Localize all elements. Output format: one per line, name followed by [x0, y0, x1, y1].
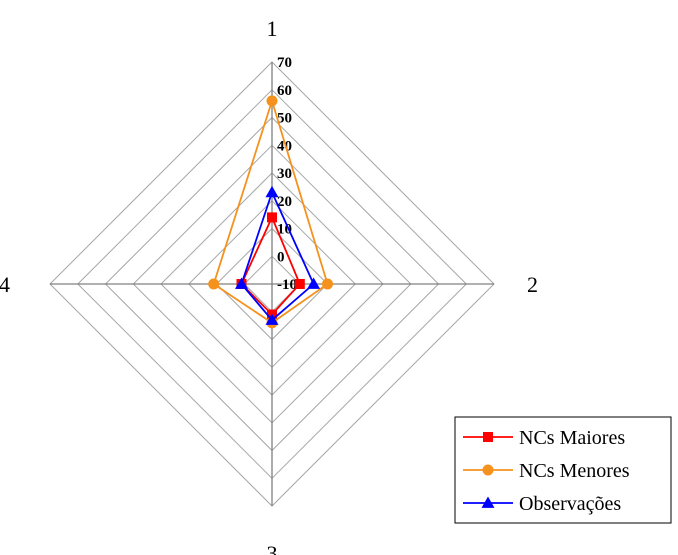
- tick-label: 40: [277, 138, 292, 154]
- tick-label: 50: [277, 111, 292, 127]
- data-point-1-0: [266, 95, 278, 107]
- series-1: [208, 95, 333, 329]
- legend-marker-1: [482, 464, 494, 476]
- tick-label: 10: [277, 222, 292, 238]
- radar-axes: [50, 62, 494, 506]
- data-point-2-2: [265, 313, 279, 325]
- tick-label: 20: [277, 194, 292, 210]
- data-point-0-0: [267, 212, 277, 223]
- data-point-1-1: [322, 278, 333, 290]
- data-point-2-0: [265, 185, 279, 198]
- tick-label: 0: [277, 249, 285, 265]
- data-point-2-3: [235, 277, 248, 289]
- category-labels: 1 2 3 4: [0, 16, 538, 555]
- legend-label-1: NCs Menores: [519, 460, 630, 482]
- tick-label: -10: [277, 277, 297, 293]
- category-label-1: 1: [267, 16, 278, 41]
- tick-label: 70: [277, 55, 292, 71]
- data-point-1-3: [208, 278, 220, 290]
- legend-label-2: Observações: [519, 493, 621, 515]
- tick-label: 60: [277, 83, 292, 99]
- data-point-0-1: [294, 279, 305, 289]
- series-2: [235, 185, 321, 325]
- category-label-4: 4: [0, 272, 10, 297]
- category-label-2: 2: [527, 272, 538, 297]
- radial-tick-labels: -10 0 10 20 30 40 50 60 70: [277, 55, 297, 293]
- data-point-2-1: [307, 277, 321, 289]
- category-label-3: 3: [267, 541, 278, 555]
- legend: NCs Maiores NCs Menores Observações: [454, 416, 672, 524]
- legend-label-0: NCs Maiores: [519, 427, 625, 449]
- legend-marker-2: [481, 496, 495, 508]
- data-series: [208, 95, 333, 329]
- legend-marker-0: [483, 432, 493, 442]
- tick-label: 30: [277, 166, 292, 182]
